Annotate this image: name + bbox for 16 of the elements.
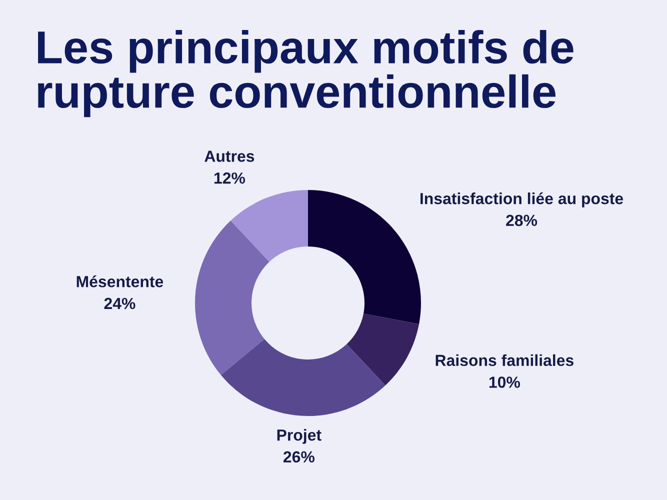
slice-label: Insatisfaction liée au poste (420, 192, 624, 208)
data-label: 24% (104, 298, 136, 310)
data-label: 10% (489, 376, 520, 388)
donut-slice (308, 190, 421, 324)
slice-label: Projet (277, 428, 322, 444)
chart-title: Les principaux motifs de rupture conventionnelle (38, 30, 574, 118)
slice-label: Raisons familiales (436, 354, 574, 366)
data-label: 26% (283, 451, 314, 463)
donut-slice (346, 314, 419, 386)
data-label: 12% (214, 172, 246, 184)
donut-slice (195, 220, 270, 376)
slice-label: Autres (204, 150, 254, 162)
donut-slice (220, 339, 386, 416)
slice-label: Mésentente (76, 275, 164, 288)
data-label: 28% (506, 214, 538, 226)
donut-slice (230, 190, 308, 262)
